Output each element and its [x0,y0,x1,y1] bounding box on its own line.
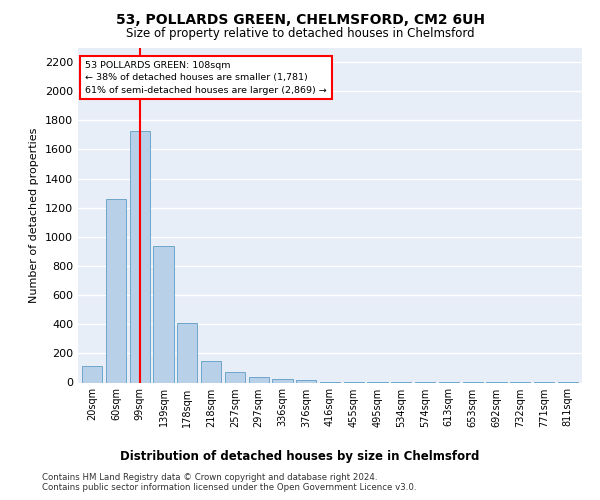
Text: 53 POLLARDS GREEN: 108sqm
← 38% of detached houses are smaller (1,781)
61% of se: 53 POLLARDS GREEN: 108sqm ← 38% of detac… [85,60,327,94]
Bar [106,199,126,382]
Bar [154,246,173,382]
Bar [225,372,245,382]
Bar [296,380,316,382]
Text: Distribution of detached houses by size in Chelmsford: Distribution of detached houses by size … [121,450,479,463]
Bar [82,366,103,382]
Text: Contains HM Land Registry data © Crown copyright and database right 2024.: Contains HM Land Registry data © Crown c… [42,472,377,482]
Bar [130,130,150,382]
Bar [177,323,197,382]
Bar [272,379,293,382]
Text: Size of property relative to detached houses in Chelmsford: Size of property relative to detached ho… [125,28,475,40]
Bar [248,376,269,382]
Y-axis label: Number of detached properties: Number of detached properties [29,128,40,302]
Text: Contains public sector information licensed under the Open Government Licence v3: Contains public sector information licen… [42,484,416,492]
Text: 53, POLLARDS GREEN, CHELMSFORD, CM2 6UH: 53, POLLARDS GREEN, CHELMSFORD, CM2 6UH [115,12,485,26]
Bar [201,360,221,382]
